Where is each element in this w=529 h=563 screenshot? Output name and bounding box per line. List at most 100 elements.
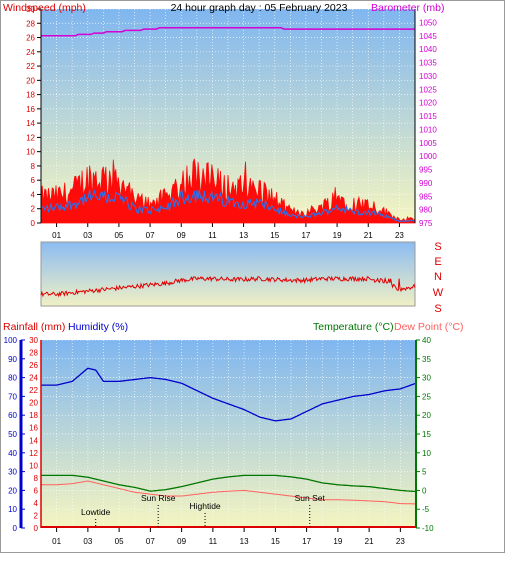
- compass-s-top: S: [434, 241, 441, 253]
- dewpoint-series: [41, 480, 416, 505]
- barometer-tick-label: 990: [419, 179, 433, 188]
- barometer-tick-label: 985: [419, 192, 433, 201]
- bottom-hour-tick-label: 07: [146, 537, 155, 546]
- rainfall-tick-label: 20: [29, 399, 38, 408]
- rainfall-tick-label: 12: [29, 449, 38, 458]
- wind-tick-label: 22: [26, 62, 35, 71]
- rainfall-tick-label: 18: [29, 411, 38, 420]
- bottom-hour-tick-label: 01: [52, 537, 61, 546]
- barometer-tick-label: 1010: [419, 125, 437, 134]
- rainfall-tick-label: 0: [34, 524, 39, 533]
- top-hour-tick-label: 01: [52, 231, 61, 240]
- barometer-tick-label: 980: [419, 206, 433, 215]
- barometer-axis-ticks: 975 980 985 990 995 1000 1005 1010 1015 1020 1025 1…: [419, 18, 437, 228]
- temperature-line: [41, 474, 417, 493]
- windspeed-gust-line: [40, 158, 416, 224]
- temperature-tick-label: 30: [422, 374, 431, 383]
- bottom-hour-tick-label: 21: [365, 537, 374, 546]
- rainfall-tick-label: 30: [29, 336, 38, 345]
- barometer-tick-label: 1020: [419, 99, 437, 108]
- humidity-tick-label: 70: [8, 392, 17, 401]
- compass-w: W: [433, 287, 444, 299]
- event-label: Lowtide: [81, 507, 111, 517]
- wind-tick-label: 4: [31, 190, 36, 199]
- humidity-tick-label: 60: [8, 411, 17, 420]
- wind-tick-label: 24: [26, 48, 35, 57]
- temperature-label: Temperature (°C): [313, 321, 394, 333]
- windspeed-label: Windspeed (mph): [3, 2, 86, 14]
- temperature-tick-label: 15: [422, 430, 431, 439]
- compass-s-bottom: S: [434, 303, 441, 315]
- wind-tick-label: 8: [31, 162, 36, 171]
- wind-tick-label: 14: [26, 119, 35, 128]
- humidity-tick-label: 0: [13, 524, 18, 533]
- temperature-tick-label: 35: [422, 355, 431, 364]
- humidity-tick-label: 90: [8, 355, 17, 364]
- wind-tick-label: 10: [26, 148, 35, 157]
- top-x-ticks: 01 03 05 07 09 11 13 15 17 19 21 23: [52, 223, 404, 240]
- wind-tick-label: 20: [26, 76, 35, 85]
- barometer-tick-label: 1040: [419, 45, 437, 54]
- humidity-tick-label: 80: [8, 374, 17, 383]
- bottom-hour-tick-label: 11: [209, 537, 218, 546]
- barometer-label: Barometer (mb): [371, 2, 445, 14]
- rainfall-tick-label: 26: [29, 361, 38, 370]
- humidity-label: Humidity (%): [68, 321, 128, 333]
- humidity-line: [41, 367, 417, 422]
- wind-direction-line: [40, 275, 416, 298]
- windspeed-average-line: [40, 189, 416, 222]
- temperature-tick-label: -5: [422, 505, 430, 514]
- barometer-tick-label: 1045: [419, 32, 437, 41]
- top-hour-tick-label: 19: [333, 231, 342, 240]
- compass-n: N: [434, 271, 442, 283]
- barometer-tick-label: 1005: [419, 139, 437, 148]
- barometer-tick-label: 1035: [419, 59, 437, 68]
- barometer-tick-label: 1000: [419, 152, 437, 161]
- barometer-tick-label: 975: [419, 219, 433, 228]
- wind-tick-label: 18: [26, 91, 35, 100]
- wind-direction-series: [40, 275, 416, 298]
- event-label: Sun Set: [295, 493, 326, 503]
- barometer-tick-label: 995: [419, 166, 433, 175]
- humidity-tick-label: 50: [8, 430, 17, 439]
- wind-tick-label: 6: [31, 176, 36, 185]
- event-markers: Lowtide Sun Rise Hightide Sun Set: [81, 493, 326, 528]
- rainfall-tick-label: 22: [29, 386, 38, 395]
- event-label: Sun Rise: [141, 493, 176, 503]
- top-hour-tick-label: 09: [177, 231, 186, 240]
- rainfall-tick-label: 28: [29, 349, 38, 358]
- top-hour-tick-label: 15: [270, 231, 279, 240]
- top-hour-tick-label: 05: [114, 231, 123, 240]
- event-label: Hightide: [189, 501, 220, 511]
- rainfall-tick-label: 8: [34, 474, 39, 483]
- bottom-hour-tick-label: 05: [115, 537, 124, 546]
- bottom-hour-tick-label: 19: [333, 537, 342, 546]
- temperature-tick-label: 5: [422, 468, 427, 477]
- compass-labels: S E N W S: [433, 241, 444, 315]
- direction-plot-area: [40, 241, 416, 307]
- top-hour-tick-label: 17: [301, 231, 310, 240]
- temperature-tick-label: 25: [422, 392, 431, 401]
- barometer-series: [41, 26, 415, 37]
- rainfall-tick-label: 2: [34, 511, 39, 520]
- humidity-series: [41, 367, 417, 422]
- windspeed-average-series: [40, 189, 416, 222]
- rainfall-tick-label: 4: [34, 499, 39, 508]
- wind-tick-label: 12: [26, 133, 35, 142]
- top-hour-tick-label: 21: [364, 231, 373, 240]
- windspeed-gust-series: [40, 158, 416, 224]
- graph-frame: 0 2 4 6 8 10 12 14 16 18 20 22 24 26 28 30 975 980 985 990…: [0, 0, 505, 553]
- rainfall-label: Rainfall (mm): [3, 321, 65, 333]
- temperature-tick-label: 20: [422, 411, 431, 420]
- compass-e: E: [434, 256, 441, 268]
- dewpoint-label: Dew Point (°C): [394, 321, 464, 333]
- humidity-axis-ticks: 0 10 20 30 40 50 60 70 80 90 100: [4, 336, 25, 533]
- bottom-hour-tick-label: 23: [396, 537, 405, 546]
- wind-tick-label: 16: [26, 105, 35, 114]
- barometer-line: [41, 26, 415, 37]
- barometer-tick-label: 1050: [419, 18, 437, 27]
- barometer-tick-label: 1030: [419, 72, 437, 81]
- wind-tick-label: 26: [26, 34, 35, 43]
